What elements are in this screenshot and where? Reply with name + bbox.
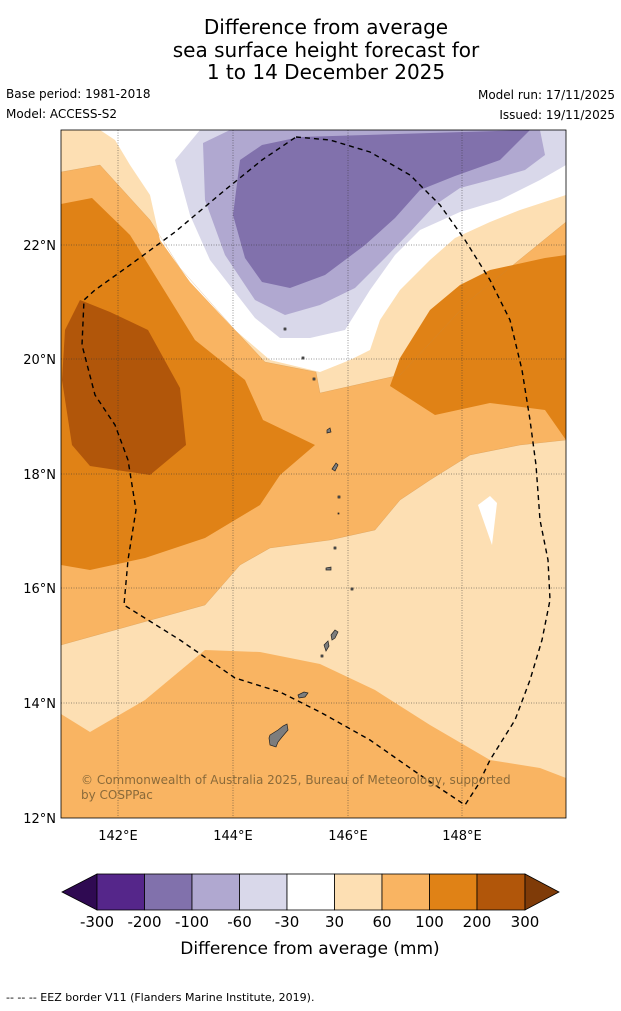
- island-medinilla: [350, 587, 354, 591]
- colorbar: [61, 873, 560, 911]
- band-100-200-west: [61, 198, 315, 570]
- colorbar-swatch: [191, 873, 240, 911]
- chart-title: Difference from average sea surface heig…: [0, 16, 621, 84]
- island-saipan: [330, 629, 339, 641]
- island-uracas: [283, 327, 287, 331]
- colorbar-swatch: [96, 873, 145, 911]
- island-rota: [297, 691, 309, 699]
- island-anatahan: [325, 566, 332, 571]
- colorbar-label: Difference from average (mm): [180, 939, 439, 959]
- eez-border: [81, 136, 551, 806]
- lon-label: 144°E: [213, 829, 253, 844]
- lat-label: 16°N: [23, 582, 56, 597]
- lat-label: 12°N: [23, 812, 56, 827]
- colorbar-swatch: [381, 873, 430, 911]
- model-name: Model: ACCESS-S2: [6, 107, 118, 121]
- colorbar-ticks: -300 -200 -100 -60 -30 30 60 100 200 300: [80, 913, 539, 931]
- title-line-2: sea surface height forecast for: [172, 37, 480, 62]
- colorbar-tick: -100: [175, 913, 209, 931]
- island-tinian: [323, 640, 330, 652]
- lon-label: 146°E: [328, 829, 368, 844]
- lon-axis: 142°E 144°E 146°E 148°E: [98, 829, 482, 844]
- island-asuncion: [312, 377, 316, 381]
- map-frame: [60, 129, 567, 819]
- band-200-300: [62, 300, 186, 475]
- colorbar-swatch: [144, 873, 193, 911]
- band-60-100-south: [61, 650, 566, 818]
- island-agrihan: [326, 427, 332, 434]
- title-line-3: 1 to 14 December 2025: [206, 60, 446, 84]
- colorbar-swatch: [239, 873, 288, 911]
- eez-footer-note: -- -- -- EEZ border V11 (Flanders Marine…: [6, 991, 315, 1004]
- colorbar-tick: 100: [415, 913, 444, 931]
- colorbar-swatch: [286, 873, 335, 911]
- colorbar-tick: 200: [463, 913, 492, 931]
- lat-label: 18°N: [23, 468, 56, 483]
- island-guguan: [337, 512, 340, 515]
- lat-axis: 22°N 20°N 18°N 16°N 14°N 12°N: [23, 239, 56, 827]
- map-area: [61, 130, 566, 818]
- base-period: Base period: 1981-2018: [6, 87, 151, 101]
- colorbar-tick: 30: [325, 913, 344, 931]
- title-line-1: Difference from average: [203, 15, 449, 39]
- island-guam: [268, 723, 289, 748]
- island-maug: [301, 356, 305, 360]
- lat-label: 22°N: [23, 239, 56, 254]
- colorbar-swatch: [476, 873, 526, 911]
- band-neutral-small: [478, 496, 497, 545]
- colorbar-extend-low: [61, 873, 98, 911]
- model-run: Model run: 17/11/2025: [477, 88, 615, 102]
- colorbar-tick: 60: [372, 913, 391, 931]
- lon-label: 142°E: [98, 829, 138, 844]
- colorbar-tick: -60: [227, 913, 252, 931]
- issued-date: Issued: 19/11/2025: [499, 108, 615, 122]
- island-aguijan: [320, 654, 324, 658]
- colorbar-tick: 300: [511, 913, 540, 931]
- islands: [268, 327, 354, 748]
- colorbar-swatch: [334, 873, 383, 911]
- island-pagan: [331, 462, 339, 472]
- colorbar-tick: -300: [80, 913, 114, 931]
- band-minus-200-100: [233, 130, 530, 288]
- colorbar-swatch: [429, 873, 478, 911]
- gridlines: [61, 130, 566, 818]
- colorbar-tick: -200: [127, 913, 161, 931]
- island-sarigan: [333, 546, 337, 550]
- colorbar-extend-high: [524, 873, 560, 911]
- lon-label: 148°E: [442, 829, 482, 844]
- copyright-note: © Commonwealth of Australia 2025, Bureau…: [81, 773, 511, 802]
- island-alamagan: [337, 495, 341, 499]
- colorbar-tick: -30: [275, 913, 300, 931]
- band-100-200-east: [390, 255, 566, 440]
- lat-label: 20°N: [23, 353, 56, 368]
- lat-label: 14°N: [23, 697, 56, 712]
